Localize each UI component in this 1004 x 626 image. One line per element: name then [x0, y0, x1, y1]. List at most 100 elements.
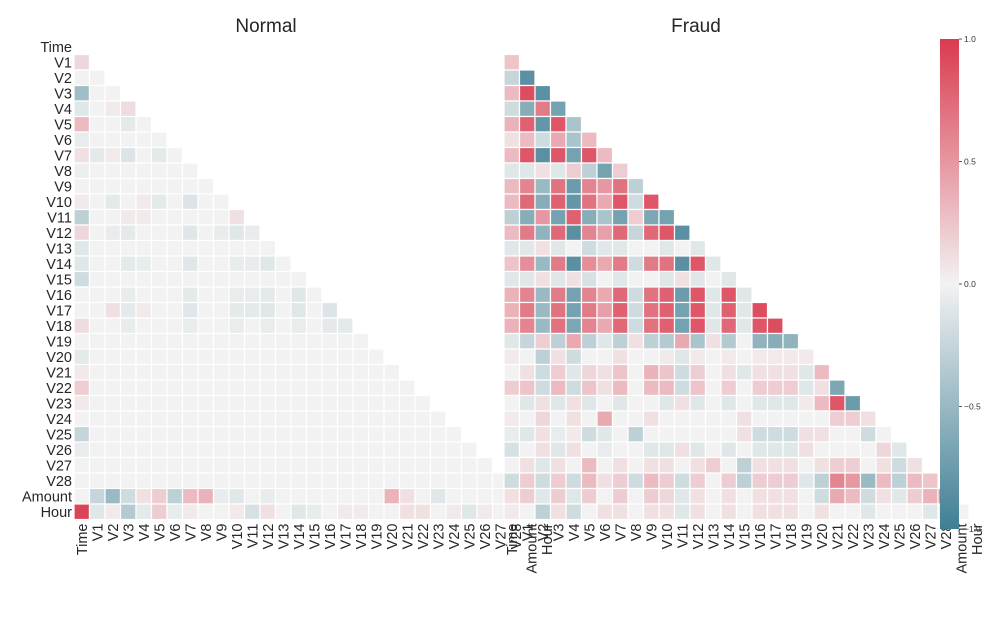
heatmap-cell-normal-Amount-V20: [383, 487, 401, 505]
heatmap-cell-normal-V17-V10: [228, 301, 246, 319]
heatmap-cell-fraud-V13-V8: [627, 239, 645, 257]
heatmap-cell-fraud-V14-V10: [658, 255, 676, 273]
heatmap-cell-normal-V23-V6: [166, 394, 184, 412]
row-label-normal-V18: V18: [46, 319, 72, 335]
heatmap-cell-normal-V10-V7: [181, 193, 199, 211]
heatmap-cell-normal-V27-V11: [243, 456, 261, 474]
row-label-normal-V24: V24: [46, 412, 72, 428]
heatmap-cell-fraud-V22-V19: [797, 379, 815, 397]
heatmap-cell-normal-V17-V7: [181, 301, 199, 319]
heatmap-cell-normal-V8-V1: [88, 162, 106, 180]
heatmap-cell-normal-V24-V1: [88, 410, 106, 428]
heatmap-cell-fraud-V9-V3: [549, 177, 567, 195]
heatmap-cell-fraud-V17-V9: [642, 301, 660, 319]
heatmap-cell-normal-Hour-V26: [476, 503, 494, 521]
heatmap-cell-fraud-V28-V22: [844, 472, 862, 490]
heatmap-cell-normal-V7-V1: [88, 146, 106, 164]
heatmap-cell-normal-V18-V11: [243, 317, 261, 335]
heatmap-cell-fraud-V19-V14: [720, 332, 738, 350]
heatmap-cell-normal-V14-V10: [228, 255, 246, 273]
heatmap-cell-normal-V12-V11: [243, 224, 261, 242]
heatmap-cell-fraud-V4-V2: [534, 100, 552, 118]
heatmap-cell-fraud-V28-V6: [596, 472, 614, 490]
column-label-normal-V4: V4: [137, 524, 153, 542]
heatmap-cell-normal-V28-Time: [73, 472, 91, 490]
heatmap-cell-normal-V27-V9: [212, 456, 230, 474]
heatmap-cell-fraud-V28-V24: [875, 472, 893, 490]
heatmap-cell-normal-Hour-V21: [398, 503, 416, 521]
heatmap-cell-normal-V9-V1: [88, 177, 106, 195]
heatmap-cell-fraud-Amount-V17: [766, 487, 784, 505]
heatmap-cell-fraud-Hour-V8: [627, 503, 645, 521]
heatmap-cell-normal-V27-V4: [135, 456, 153, 474]
heatmap-cell-fraud-V23-V18: [782, 394, 800, 412]
heatmap-cell-fraud-V6-V5: [580, 131, 598, 149]
column-label-normal-V10: V10: [230, 524, 246, 550]
heatmap-cell-fraud-V26-V8: [627, 441, 645, 459]
heatmap-cell-fraud-V21-V5: [580, 363, 598, 381]
heatmap-cell-fraud-V26-V18: [782, 441, 800, 459]
heatmap-cell-normal-V12-V10: [228, 224, 246, 242]
heatmap-cell-normal-V15-V8: [197, 270, 215, 288]
heatmap-cell-normal-V3-Time: [73, 84, 91, 102]
heatmap-cell-fraud-V17-V12: [689, 301, 707, 319]
heatmap-cell-fraud-V15-V11: [673, 270, 691, 288]
heatmap-cell-fraud-V24-V19: [797, 410, 815, 428]
heatmap-cell-fraud-V26-V25: [890, 441, 908, 459]
heatmap-cell-fraud-V20-V19: [797, 348, 815, 366]
heatmap-cell-fraud-Amount-V14: [720, 487, 738, 505]
row-label-normal-V12: V12: [46, 226, 72, 242]
heatmap-cell-normal-V23-Time: [73, 394, 91, 412]
heatmap-cell-normal-V22-V9: [212, 379, 230, 397]
heatmap-cell-normal-V9-V4: [135, 177, 153, 195]
heatmap-cell-normal-V24-V13: [274, 410, 292, 428]
heatmap-cell-normal-V18-V6: [166, 317, 184, 335]
heatmap-cell-fraud-V13-V12: [689, 239, 707, 257]
column-label-fraud-V15: V15: [737, 524, 753, 550]
heatmap-cell-fraud-V14-V12: [689, 255, 707, 273]
heatmap-cell-normal-V24-V15: [305, 410, 323, 428]
heatmap-cell-normal-Hour-V4: [135, 503, 153, 521]
heatmap-cell-normal-V15-V7: [181, 270, 199, 288]
heatmap-cell-fraud-V25-V12: [689, 425, 707, 443]
heatmap-cell-normal-V26-V11: [243, 441, 261, 459]
heatmap-cell-normal-V19-V9: [212, 332, 230, 350]
heatmap-cell-normal-V26-V24: [445, 441, 463, 459]
heatmap-cell-normal-V24-V12: [259, 410, 277, 428]
heatmap-cell-fraud-V7-V6: [596, 146, 614, 164]
heatmap-cell-fraud-V17-V8: [627, 301, 645, 319]
heatmap-cell-fraud-V28-V27: [921, 472, 939, 490]
heatmap-cell-fraud-V25-V6: [596, 425, 614, 443]
heatmap-cell-normal-V28-V2: [104, 472, 122, 490]
heatmap-cell-fraud-V16-V11: [673, 286, 691, 304]
heatmap-cell-normal-V28-V21: [398, 472, 416, 490]
heatmap-cell-fraud-V12-V9: [642, 224, 660, 242]
heatmap-cell-fraud-V20-V10: [658, 348, 676, 366]
heatmap-cell-fraud-V26-V12: [689, 441, 707, 459]
column-label-fraud-V13: V13: [706, 524, 722, 550]
heatmap-cell-normal-Amount-V14: [290, 487, 308, 505]
heatmap-cell-normal-Amount-V12: [259, 487, 277, 505]
heatmap-cell-normal-Amount-V17: [336, 487, 354, 505]
heatmap-cell-fraud-V20-V17: [766, 348, 784, 366]
heatmap-cell-fraud-V18-V8: [627, 317, 645, 335]
heatmap-cell-normal-V25-V23: [429, 425, 447, 443]
heatmap-cell-normal-V28-V12: [259, 472, 277, 490]
heatmap-cell-normal-V25-V12: [259, 425, 277, 443]
heatmap-cell-normal-V11-V10: [228, 208, 246, 226]
heatmap-cell-normal-V19-V14: [290, 332, 308, 350]
heatmap-cell-normal-V20-V17: [336, 348, 354, 366]
heatmap-cell-fraud-V14-V8: [627, 255, 645, 273]
heatmap-cells-normal: [73, 53, 540, 521]
heatmap-cell-fraud-V14-V11: [673, 255, 691, 273]
heatmap-cell-fraud-V27-V2: [534, 456, 552, 474]
heatmap-cell-fraud-V26-V19: [797, 441, 815, 459]
heatmap-cell-normal-V17-V5: [150, 301, 168, 319]
heatmap-cell-normal-V19-V12: [259, 332, 277, 350]
heatmap-cell-fraud-V17-V16: [751, 301, 769, 319]
heatmap-cell-fraud-V24-V14: [720, 410, 738, 428]
heatmap-cell-fraud-Hour-V23: [859, 503, 877, 521]
heatmap-cell-normal-V14-Time: [73, 255, 91, 273]
heatmap-cell-fraud-V11-V4: [565, 208, 583, 226]
heatmap-cell-fraud-V14-V4: [565, 255, 583, 273]
